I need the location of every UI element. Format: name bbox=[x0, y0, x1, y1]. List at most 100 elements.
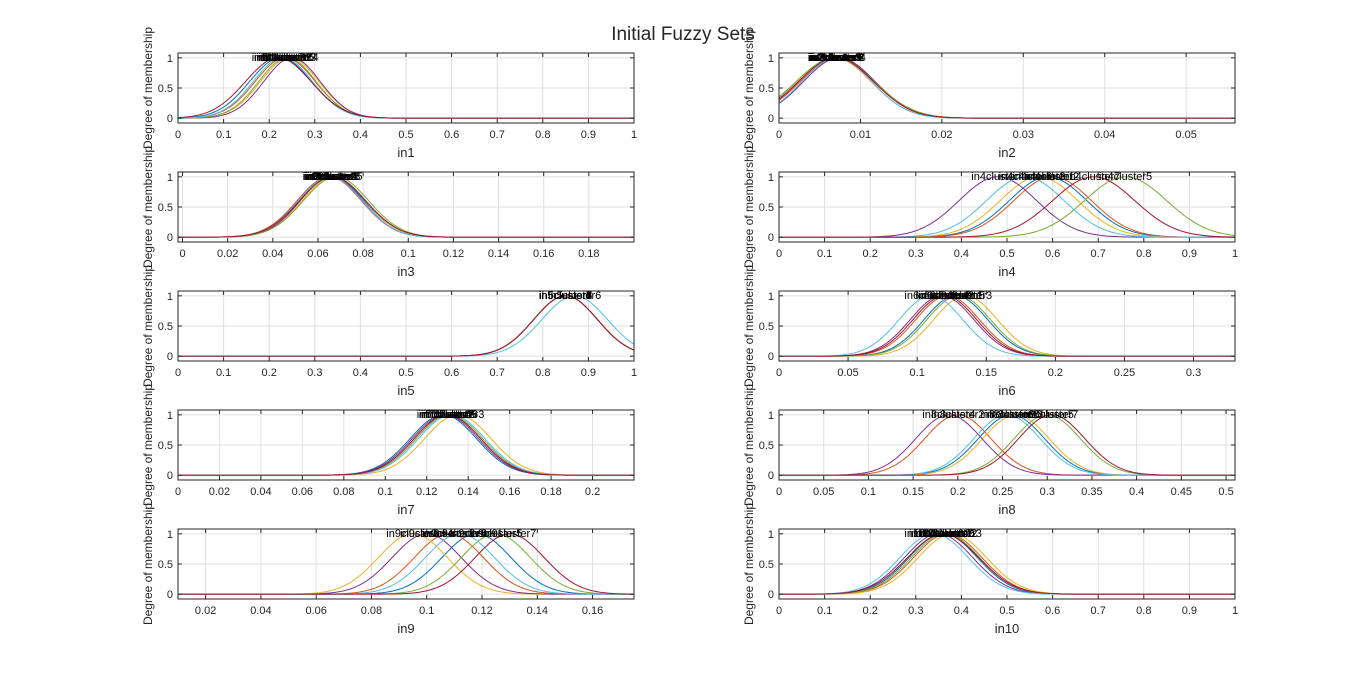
y-tick-label: 1 bbox=[768, 410, 774, 422]
mf-label-in3cluster6: in3cluster6 bbox=[304, 171, 357, 183]
x-tick-label: 0.9 bbox=[1182, 248, 1197, 260]
mf-label-in9cluster6: in9cluster6 bbox=[433, 528, 486, 540]
x-tick-label: 0.35 bbox=[1081, 486, 1102, 498]
x-tick-label: 0.8 bbox=[1136, 605, 1151, 617]
series-line-in7cluster7 bbox=[178, 414, 634, 476]
mf-label-in9cluster2: in9cluster2 bbox=[422, 528, 475, 540]
mf-label-in10cluster3: in10cluster3 bbox=[923, 528, 982, 540]
mf-label-in10cluster4: in10cluster4 bbox=[909, 528, 968, 540]
mf-label-in8cluster7: in8cluster7 bbox=[1025, 409, 1078, 421]
x-tick-label: 0.5 bbox=[999, 605, 1014, 617]
x-tick-label: 0.18 bbox=[540, 486, 561, 498]
mf-label-in8cluster4: in8cluster4 bbox=[922, 409, 975, 421]
x-tick-label: 0.9 bbox=[581, 129, 596, 141]
x-tick-label: 0.2 bbox=[863, 248, 878, 260]
x-tick-label: 0.04 bbox=[262, 248, 283, 260]
x-axis-label: in5 bbox=[397, 383, 414, 398]
mf-label-in4cluster2: in4cluster2 bbox=[1026, 171, 1079, 183]
x-axis-label: in8 bbox=[998, 502, 1015, 517]
x-tick-label: 0.9 bbox=[581, 367, 596, 379]
x-tick-label: 0 bbox=[175, 129, 181, 141]
x-tick-label: 0.16 bbox=[533, 248, 554, 260]
x-tick-label: 0.45 bbox=[1171, 486, 1192, 498]
x-tick-label: 0.6 bbox=[444, 129, 459, 141]
y-tick-label: 0 bbox=[768, 113, 774, 125]
y-tick-label: 1 bbox=[768, 172, 774, 184]
mf-label-in3cluster5: in3cluster5 bbox=[309, 171, 362, 183]
mf-label-in10cluster2: in10cluster2 bbox=[918, 528, 977, 540]
series-line-in2cluster7 bbox=[778, 57, 1235, 119]
y-tick-label: 0 bbox=[768, 232, 774, 244]
x-tick-label: 0.8 bbox=[535, 129, 550, 141]
x-tick-label: 0.2 bbox=[1048, 367, 1063, 379]
y-tick-label: 0.5 bbox=[759, 83, 774, 95]
x-tick-label: 0.5 bbox=[999, 248, 1014, 260]
x-tick-label: 0.06 bbox=[305, 605, 326, 617]
y-tick-label: 1 bbox=[768, 529, 774, 541]
y-tick-label: 0.5 bbox=[158, 202, 173, 214]
x-tick-label: 0 bbox=[179, 248, 185, 260]
mf-label-in6cluster1: in6cluster1 bbox=[929, 290, 982, 302]
x-tick-label: 0.1 bbox=[419, 605, 434, 617]
mf-label-in8cluster2: in8cluster2 bbox=[931, 409, 984, 421]
y-axis-label: Degree of membership bbox=[742, 384, 756, 506]
x-tick-label: 0.01 bbox=[850, 129, 871, 141]
mf-label-in6cluster4: in6cluster4 bbox=[915, 290, 968, 302]
x-tick-label: 0.08 bbox=[333, 486, 354, 498]
mf-label-in7cluster3: in7cluster3 bbox=[431, 409, 484, 421]
series-line-in6cluster7 bbox=[779, 295, 1235, 357]
x-tick-label: 0.16 bbox=[499, 486, 520, 498]
mf-label-in1cluster3: in1cluster3 bbox=[263, 52, 316, 64]
series-line-in8cluster7 bbox=[779, 414, 1235, 476]
mf-label-in8cluster1: in8cluster1 bbox=[985, 409, 1038, 421]
x-tick-label: 0.2 bbox=[262, 129, 277, 141]
subplot-in9: 0.02 0.04 0.06 0.08 0.1 0.12 0.14 0.16 0 0.5 1 in9 D… bbox=[141, 503, 635, 636]
subplot-in10: 0 0.1 0.2 0.3 0.4 0.5 0.6 0.7 0.8 0.9 1 0 0.5 1 in10 De… bbox=[742, 503, 1238, 636]
y-tick-label: 0 bbox=[167, 589, 173, 601]
y-tick-label: 0 bbox=[768, 351, 774, 363]
x-tick-label: 0.02 bbox=[217, 248, 238, 260]
x-tick-label: 0.1 bbox=[401, 248, 416, 260]
mf-label-in1cluster5: in1cluster5 bbox=[261, 52, 314, 64]
x-tick-label: 0.7 bbox=[490, 129, 505, 141]
mf-label-in4cluster6: in4cluster6 bbox=[999, 171, 1052, 183]
mf-label-in8cluster6: in8cluster6 bbox=[980, 409, 1033, 421]
mf-label-in9cluster1: in9cluster1 bbox=[450, 528, 503, 540]
mf-label-in5cluster2: in5cluster2 bbox=[539, 290, 592, 302]
x-tick-label: 0.5 bbox=[1218, 486, 1233, 498]
y-tick-label: 0.5 bbox=[158, 559, 173, 571]
y-tick-label: 1 bbox=[167, 410, 173, 422]
x-tick-label: 0.12 bbox=[416, 486, 437, 498]
subplot-in4: 0 0.1 0.2 0.3 0.4 0.5 0.6 0.7 0.8 0.9 1 0 0.5 1 in4 Deg… bbox=[742, 146, 1238, 279]
x-tick-label: 0 bbox=[776, 248, 782, 260]
y-axis-label: Degree of membership bbox=[141, 146, 155, 268]
x-axis-label: in6 bbox=[998, 383, 1015, 398]
mf-label-in4cluster3: in4cluster3 bbox=[1012, 171, 1065, 183]
x-tick-label: 0.3 bbox=[307, 129, 322, 141]
series-line-in4cluster7 bbox=[779, 176, 1236, 238]
figure-title: Initial Fuzzy Sets bbox=[611, 24, 755, 45]
mf-label-in9cluster7: in9cluster7 bbox=[483, 528, 536, 540]
mf-label-in1cluster4: in1cluster4 bbox=[265, 52, 318, 64]
mf-label-in3cluster7: in3cluster7 bbox=[306, 171, 359, 183]
y-tick-label: 0.5 bbox=[158, 321, 173, 333]
y-tick-label: 0 bbox=[167, 232, 173, 244]
y-tick-label: 0.5 bbox=[158, 440, 173, 452]
y-tick-label: 0 bbox=[167, 113, 173, 125]
subplot-in3: 0 0.02 0.04 0.06 0.08 0.1 0.12 0.14 0.16 0.18 0 0.5… bbox=[141, 146, 635, 279]
x-tick-label: 0.1 bbox=[861, 486, 876, 498]
y-tick-label: 0.5 bbox=[759, 321, 774, 333]
x-tick-label: 0 bbox=[776, 367, 782, 379]
mf-label-in10cluster1: in10cluster1 bbox=[913, 528, 972, 540]
mf-label-in1cluster1: in1cluster1 bbox=[254, 52, 307, 64]
mf-label-in3cluster4: in3cluster4 bbox=[305, 171, 358, 183]
x-tick-label: 0.15 bbox=[976, 367, 997, 379]
x-tick-label: 0.3 bbox=[908, 248, 923, 260]
subplot-in5: 0 0.1 0.2 0.3 0.4 0.5 0.6 0.7 0.8 0.9 1 0 0.5 1 in5 Deg… bbox=[141, 265, 637, 398]
x-tick-label: 0.5 bbox=[398, 367, 413, 379]
x-tick-label: 0.12 bbox=[471, 605, 492, 617]
x-tick-label: 0.04 bbox=[250, 605, 271, 617]
x-axis-label: in9 bbox=[397, 621, 414, 636]
mf-label-in7cluster6: in7cluster6 bbox=[425, 409, 478, 421]
mf-label-in1cluster6: in1cluster6 bbox=[256, 52, 309, 64]
